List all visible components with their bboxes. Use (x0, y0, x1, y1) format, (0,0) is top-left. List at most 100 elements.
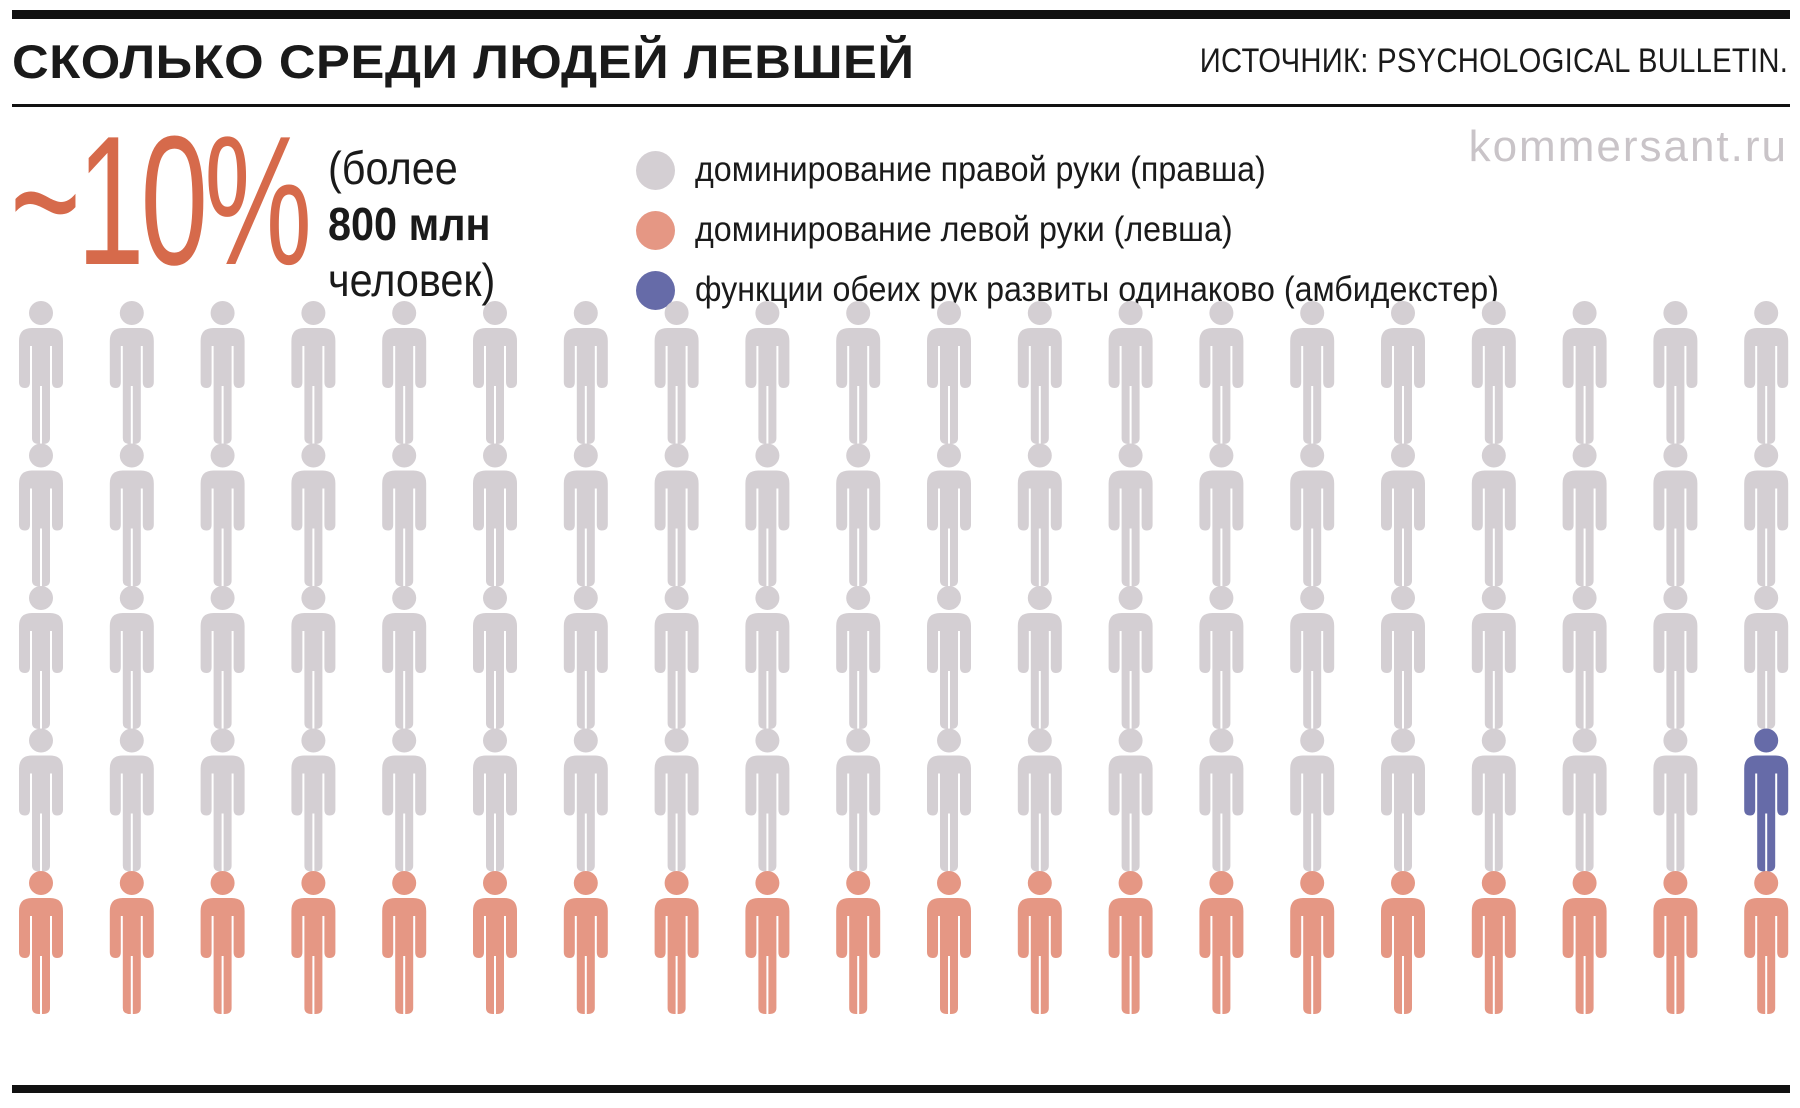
person-icon-right-handed (1017, 301, 1062, 444)
person-icon-right-handed (19, 443, 63, 587)
person-head (483, 871, 507, 895)
person-head (1572, 871, 1597, 895)
person-head (1209, 586, 1234, 610)
person-icon-right-handed (1199, 443, 1244, 587)
person-body (1744, 755, 1789, 872)
person-icon-right-handed (1471, 586, 1516, 729)
legend-label-left-handed: доминирование левой руки (левша) (695, 210, 1233, 249)
person-head (1118, 443, 1143, 468)
person-body (654, 470, 699, 587)
person-icon-right-handed (291, 301, 336, 444)
person-icon-right-handed (1471, 301, 1516, 444)
person-head (573, 586, 598, 610)
person-head (392, 443, 417, 468)
person-icon-right-handed (1562, 301, 1607, 444)
person-head (29, 443, 53, 468)
person-icon-left-handed (109, 871, 154, 1014)
person-icon-right-handed (1381, 301, 1425, 444)
person-body (19, 755, 63, 872)
person-icon-left-handed (1290, 871, 1335, 1014)
person-body (200, 898, 245, 1014)
person-icon-right-handed (473, 586, 517, 729)
person-body (200, 328, 245, 444)
person-head (755, 586, 780, 610)
person-icon-right-handed (1562, 443, 1607, 587)
person-icon-right-handed (745, 586, 790, 729)
person-head (119, 728, 144, 753)
person-icon-right-handed (1653, 443, 1698, 587)
person-body (1017, 613, 1062, 729)
person-head (483, 728, 507, 753)
person-body (1108, 613, 1153, 729)
person-body (1744, 898, 1789, 1014)
person-head (937, 443, 961, 468)
person-head (210, 728, 235, 753)
person-body (563, 755, 608, 872)
person-head (1754, 301, 1779, 325)
header-divider (12, 104, 1790, 107)
person-head (1663, 586, 1688, 610)
legend-dot-left-handed (636, 210, 675, 250)
person-body (836, 613, 881, 729)
person-icon-right-handed (1381, 728, 1425, 872)
person-body (1017, 328, 1062, 444)
person-body (109, 755, 154, 872)
person-head (937, 871, 961, 895)
person-icon-right-handed (1290, 728, 1335, 872)
highlight-note-prefix: (более (328, 142, 458, 194)
person-head (210, 301, 235, 325)
person-head (29, 728, 53, 753)
person-icon-right-handed (1290, 443, 1335, 587)
legend-dot-ambidextrous (636, 270, 675, 310)
person-head (1027, 586, 1052, 610)
person-body (382, 470, 427, 587)
person-head (755, 301, 780, 325)
person-head (119, 443, 144, 468)
person-body (1199, 613, 1244, 729)
person-head (937, 586, 961, 610)
person-icon-left-handed (1471, 871, 1516, 1014)
person-head (1481, 871, 1506, 895)
person-head (1209, 728, 1234, 753)
person-head (1300, 301, 1325, 325)
person-icon-right-handed (654, 443, 699, 587)
person-head (301, 586, 326, 610)
person-head (573, 443, 598, 468)
person-body (1471, 328, 1516, 444)
person-body (291, 328, 336, 444)
person-icon-right-handed (473, 443, 517, 587)
person-icon-right-handed (1017, 728, 1062, 872)
legend-label-right-handed: доминирование правой руки (правша) (695, 150, 1266, 189)
person-icon-right-handed (109, 728, 154, 872)
person-head (1481, 728, 1506, 753)
person-icon-right-handed (1108, 586, 1153, 729)
person-body (1653, 470, 1698, 587)
person-head (1663, 443, 1688, 468)
person-body (200, 755, 245, 872)
highlight-note: (более 800 млн человек) (328, 140, 495, 308)
person-head (573, 301, 598, 325)
person-body (1199, 755, 1244, 872)
person-head (29, 586, 53, 610)
person-body (1471, 898, 1516, 1014)
person-head (392, 586, 417, 610)
person-body (1381, 898, 1425, 1014)
person-body (1290, 470, 1335, 587)
person-icon-right-handed (1653, 301, 1698, 444)
person-head (1391, 728, 1415, 753)
person-icon-right-handed (1017, 586, 1062, 729)
person-icon-right-handed (563, 728, 608, 872)
person-icon-right-handed (1199, 728, 1244, 872)
person-head (1754, 443, 1779, 468)
watermark-logo: kommersant.ru (1468, 122, 1788, 171)
person-icon-right-handed (291, 443, 336, 587)
person-head (846, 301, 871, 325)
person-body (1744, 470, 1789, 587)
person-body (200, 613, 245, 729)
person-icon-right-handed (1471, 443, 1516, 587)
person-body (291, 755, 336, 872)
source-label: ИСТОЧНИК: PSYCHOLOGICAL BULLETIN. (1199, 42, 1788, 80)
person-body (291, 898, 336, 1014)
person-head (301, 728, 326, 753)
person-body (109, 898, 154, 1014)
